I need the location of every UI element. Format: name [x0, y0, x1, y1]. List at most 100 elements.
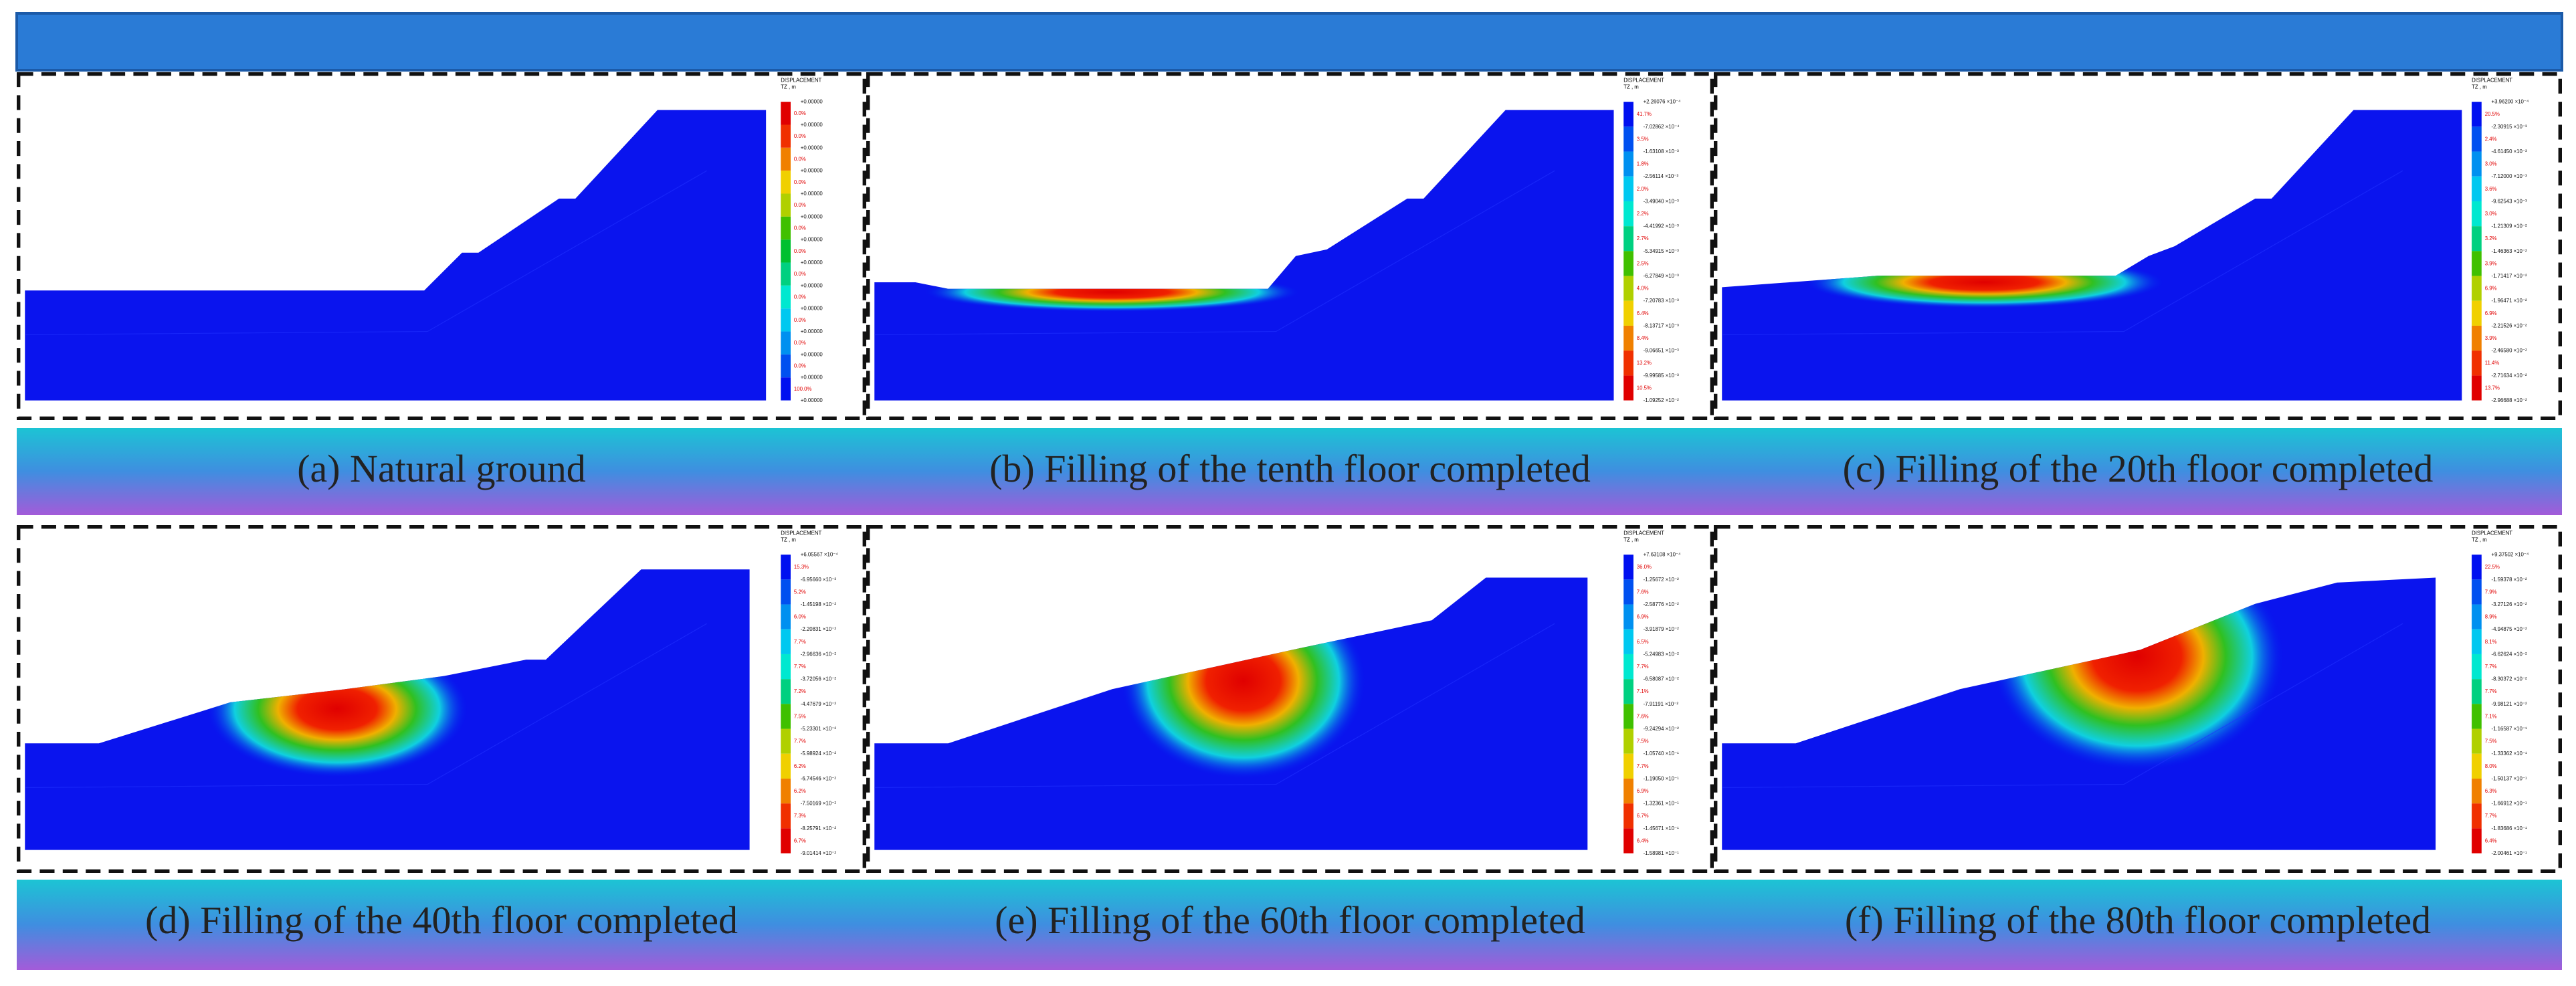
legend-swatch [1623, 126, 1633, 152]
legend-percent: 6.4% [1637, 310, 1649, 316]
legend-percent: 13.2% [1637, 360, 1652, 366]
legend-swatch [2472, 201, 2482, 227]
legend-percent: 0.0% [794, 271, 806, 277]
legend-percent: 0.0% [794, 179, 806, 185]
legend-swatch [781, 216, 791, 240]
legend-swatch [2472, 276, 2482, 301]
slope-model [1722, 110, 2462, 401]
legend-title: DISPLACEMENT [781, 530, 821, 536]
legend-percent: 8.9% [2485, 614, 2497, 620]
legend-swatch [1623, 704, 1633, 729]
displacement-contour [1803, 256, 2165, 309]
legend-value: -1.96471 ×10⁻² [2492, 298, 2527, 304]
legend-swatch [1623, 325, 1633, 351]
legend-value: +7.63108 ×10⁻⁴ [1644, 552, 1681, 558]
legend-swatch [2472, 828, 2482, 854]
legend-percent: 0.0% [794, 248, 806, 254]
legend-value: -3.72056 ×10⁻² [801, 676, 837, 682]
legend-percent: 0.0% [794, 340, 806, 346]
legend-value: +2.26076 ×10⁻⁴ [1644, 99, 1681, 105]
legend-value: +0.00000 [801, 237, 823, 243]
legend-percent: 7.7% [2485, 688, 2497, 694]
legend-percent: 0.0% [794, 225, 806, 231]
legend-value: -1.19050 ×10⁻¹ [1644, 775, 1679, 781]
legend-percent: 0.0% [794, 133, 806, 139]
legend-title: DISPLACEMENT [781, 78, 821, 84]
legend-percent: 3.9% [2485, 260, 2497, 266]
legend-value: -9.06651 ×10⁻³ [1644, 348, 1679, 354]
legend-swatch [2472, 604, 2482, 629]
legend-value: -2.58776 ×10⁻² [1644, 601, 1679, 607]
legend-subtitle: TZ , m [781, 537, 796, 543]
legend-value: +0.00000 [801, 144, 823, 151]
legend-value: -4.94875 ×10⁻² [2492, 626, 2527, 632]
legend-percent: 0.0% [794, 110, 806, 116]
legend-swatch [2472, 102, 2482, 127]
legend-swatch [2472, 629, 2482, 654]
legend-percent: 0.0% [794, 294, 806, 300]
legend-value: +0.00000 [801, 260, 823, 266]
legend-value: -1.45198 ×10⁻² [801, 601, 837, 607]
legend-swatch [2472, 728, 2482, 754]
legend-value: +0.00000 [801, 397, 823, 403]
legend-value: -2.96636 ×10⁻² [801, 651, 837, 657]
legend-swatch [781, 102, 791, 125]
legend-percent: 7.5% [2485, 738, 2497, 745]
legend-swatch [781, 308, 791, 332]
legend-value: -8.25791 ×10⁻² [801, 825, 837, 831]
legend-percent: 7.9% [2485, 589, 2497, 595]
legend-value: -2.30915 ×10⁻³ [2492, 124, 2527, 130]
legend-swatch [1623, 102, 1633, 127]
legend-swatch [1623, 251, 1633, 276]
legend-percent: 11.4% [2485, 360, 2500, 366]
legend-value: -9.98121 ×10⁻² [2492, 701, 2527, 707]
legend-value: -2.21526 ×10⁻² [2492, 322, 2527, 328]
legend-value: -7.91191 ×10⁻² [1644, 701, 1679, 707]
legend-value: -1.66912 ×10⁻¹ [2492, 801, 2527, 807]
legend-percent: 6.5% [1637, 639, 1649, 645]
legend-percent: 8.0% [2485, 763, 2497, 769]
legend-value: -8.30372 ×10⁻² [2492, 676, 2527, 682]
legend-title: DISPLACEMENT [2472, 78, 2512, 84]
slope-model [874, 110, 1614, 401]
legend-swatch [781, 377, 791, 401]
layer-line [25, 623, 708, 789]
legend-swatch [781, 262, 791, 286]
legend-subtitle: TZ , m [1623, 84, 1639, 90]
legend-value: -9.24294 ×10⁻² [1644, 726, 1679, 732]
legend-percent: 2.5% [1637, 260, 1649, 266]
legend-value: -1.05740 ×10⁻¹ [1644, 751, 1679, 757]
legend-value: +0.00000 [801, 306, 823, 312]
legend-percent: 7.7% [794, 664, 806, 670]
legend-percent: 3.0% [2485, 161, 2497, 167]
panel-border [866, 72, 1714, 420]
legend-percent: 6.2% [794, 788, 806, 794]
displacement-contour [1989, 577, 2285, 771]
legend-percent: 20.5% [2485, 111, 2500, 117]
legend-percent: 6.3% [2485, 788, 2497, 794]
legend-swatch [2472, 351, 2482, 376]
legend-swatch [2472, 803, 2482, 829]
legend-percent: 8.1% [2485, 639, 2497, 645]
panel-border [866, 525, 1714, 873]
legend-swatch [781, 753, 791, 779]
legend-value: +0.00000 [801, 328, 823, 334]
legend-swatch [781, 803, 791, 829]
legend-value: -9.99585 ×10⁻³ [1644, 373, 1679, 379]
legend-value: -7.50169 ×10⁻² [801, 801, 837, 807]
legend-value: -2.46580 ×10⁻² [2492, 348, 2527, 354]
legend-value: -1.71417 ×10⁻² [2492, 273, 2527, 279]
legend-value: -1.46363 ×10⁻² [2492, 248, 2527, 254]
legend-percent: 41.7% [1637, 111, 1652, 117]
legend-swatch [781, 728, 791, 754]
displacement-contour [923, 272, 1301, 312]
legend-value: -2.20831 ×10⁻² [801, 626, 837, 632]
panel-border [1714, 525, 2562, 873]
legend-percent: 6.2% [794, 763, 806, 769]
legend-value: -2.96688 ×10⁻² [2492, 397, 2527, 403]
legend-percent: 2.0% [1637, 186, 1649, 192]
caption-band [17, 428, 2562, 515]
